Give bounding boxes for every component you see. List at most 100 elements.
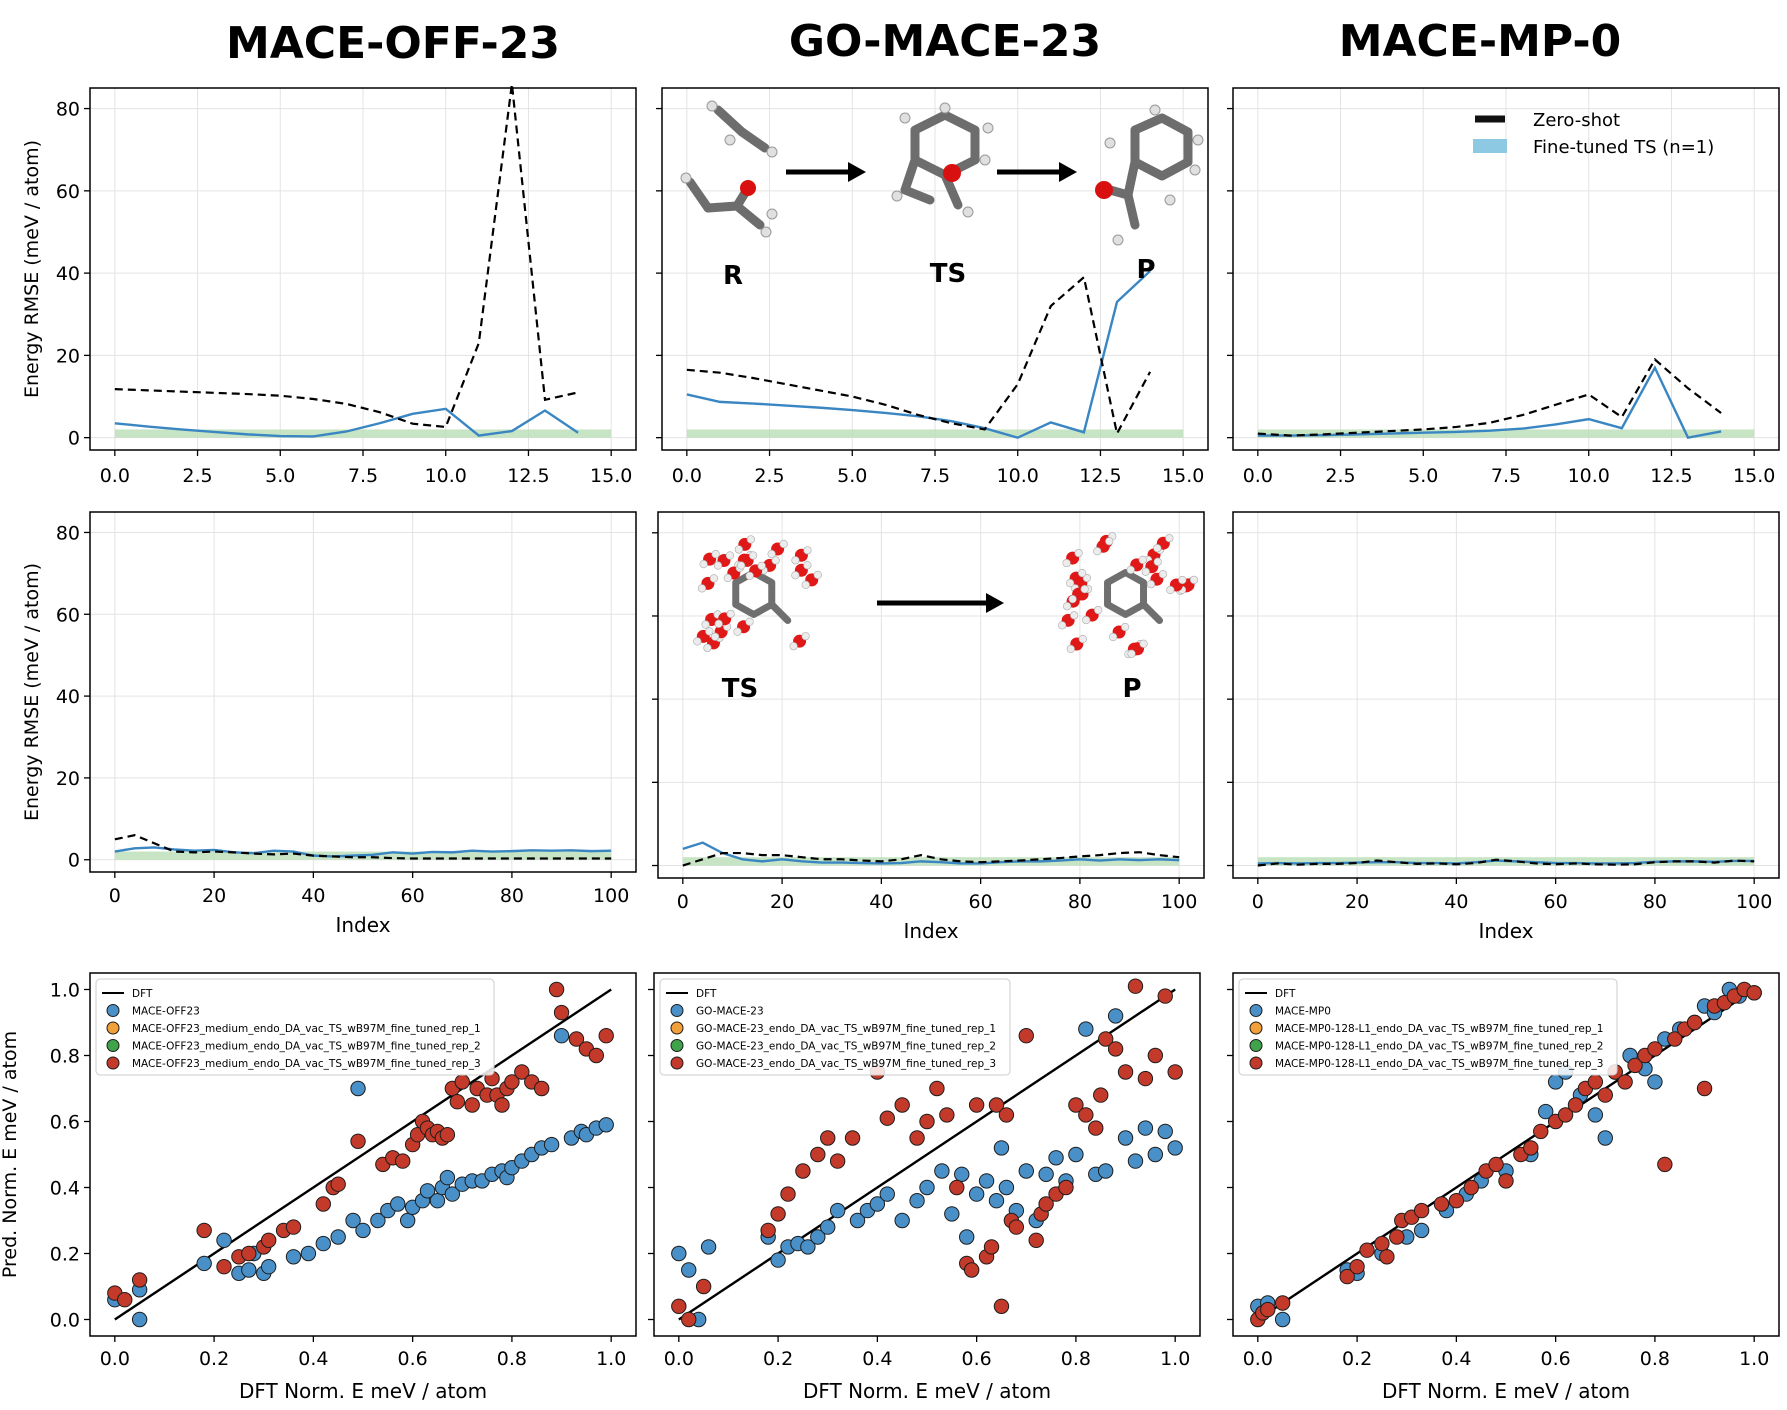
x-axis-label: Index xyxy=(335,913,390,937)
x-axis-label: Index xyxy=(1478,919,1533,943)
x-axis-label: DFT Norm. E meV / atom xyxy=(803,1379,1051,1403)
x-tick-label: 60 xyxy=(969,891,993,913)
series-zero-shot-line xyxy=(114,83,579,429)
scatter-point-base xyxy=(390,1196,406,1212)
y-tick-label: 40 xyxy=(56,263,80,285)
scatter-point-fine-tuned xyxy=(548,981,565,998)
legend-marker xyxy=(1249,1056,1263,1070)
scatter-legend: DFT MACE-MP0 MACE-MP0-128-L1_endo_DA_vac_T… xyxy=(1238,978,1618,1076)
scatter-point-base xyxy=(439,1169,456,1186)
water-hydrogen xyxy=(1062,558,1071,568)
legend-marker xyxy=(106,1056,120,1070)
scatter-point-base xyxy=(1097,1163,1114,1179)
scatter-point-fine-tuned xyxy=(1667,1031,1683,1047)
scatter-point-fine-tuned xyxy=(241,1245,257,1262)
scatter-point-fine-tuned xyxy=(285,1219,302,1235)
water-hydrogen xyxy=(1078,569,1087,578)
scatter-point-fine-tuned xyxy=(1746,985,1762,1001)
water-hydrogen xyxy=(1070,611,1079,620)
scatter-point-fine-tuned xyxy=(350,1133,366,1150)
scatter-point-fine-tuned xyxy=(315,1196,331,1212)
x-tick-label: 0.2 xyxy=(1342,1348,1372,1370)
x-tick-label: 12.5 xyxy=(1079,465,1121,487)
water-hydrogen xyxy=(1058,621,1067,630)
scatter-point-base xyxy=(829,1202,846,1219)
reaction-schematic-row2: TS P xyxy=(693,532,1199,704)
solvated-ts-image xyxy=(693,535,822,653)
x-axis-label: Index xyxy=(903,919,958,943)
scatter-point-fine-tuned xyxy=(919,1113,935,1130)
legend-entry: GO-MACE-23_endo_DA_vac_TS_wB97M_fine_tun… xyxy=(696,1023,996,1035)
scatter-point-fine-tuned xyxy=(949,1179,965,1196)
series-zero-shot-line xyxy=(114,834,612,860)
scatter-point-fine-tuned xyxy=(909,1130,925,1146)
x-tick-label: 60 xyxy=(1544,891,1568,913)
y-tick-label: 0.4 xyxy=(50,1178,80,1200)
scatter-panel-8: DFT MACE-MP0 MACE-MP0-128-L1_endo_DA_vac_T… xyxy=(1227,972,1780,1403)
scatter-point-fine-tuned xyxy=(1587,1074,1604,1090)
scatter-point-fine-tuned xyxy=(963,1262,980,1278)
solute-bond xyxy=(768,601,792,624)
scatter-point-base xyxy=(1647,1074,1663,1090)
water-hydrogen xyxy=(1166,585,1175,595)
water-hydrogen xyxy=(1074,548,1083,558)
scatter-point-fine-tuned xyxy=(760,1222,776,1239)
x-tick-label: 15.0 xyxy=(1733,465,1775,487)
x-tick-label: 7.5 xyxy=(920,465,950,487)
scatter-point-fine-tuned xyxy=(681,1311,697,1328)
scatter-point-base xyxy=(944,1206,960,1222)
legend-marker xyxy=(1249,1039,1263,1052)
scatter-point-base xyxy=(429,1193,446,1209)
legend-fine-tuned-label: Fine-tuned TS (n=1) xyxy=(1533,137,1714,158)
x-tick-label: 7.5 xyxy=(348,465,378,487)
solvated-p-image xyxy=(1058,532,1199,659)
x-tick-label: 5.0 xyxy=(265,465,295,487)
scatter-panel-7: DFT GO-MACE-23 GO-MACE-23_endo_DA_vac_TS_w… xyxy=(648,972,1201,1403)
scatter-point-base xyxy=(849,1212,866,1229)
scatter-point-fine-tuned xyxy=(1627,1057,1643,1074)
water-hydrogen xyxy=(1165,534,1174,543)
scatter-point-base xyxy=(869,1196,886,1212)
scatter-point-base xyxy=(1127,1153,1144,1169)
legend-entry: MACE-OFF23 xyxy=(132,1006,200,1018)
water-hydrogen xyxy=(726,609,735,618)
scatter-point-base xyxy=(909,1193,925,1209)
scatter-point-fine-tuned xyxy=(1097,1031,1114,1047)
x-tick-label: 80 xyxy=(500,885,524,907)
scatter-point-fine-tuned xyxy=(1349,1259,1365,1275)
scatter-point-fine-tuned xyxy=(1147,1047,1164,1064)
scatter-point-fine-tuned xyxy=(1167,1064,1183,1080)
series-fine-tuned-line xyxy=(1257,365,1722,440)
legend-entry: DFT xyxy=(1275,988,1296,1000)
y-tick-label: 60 xyxy=(56,604,80,626)
series-zero-shot-line xyxy=(1257,858,1755,867)
scatter-point-base xyxy=(350,1080,366,1097)
legend-entry: MACE-OFF23_medium_endo_DA_vac_TS_wB97M_f… xyxy=(132,1023,481,1035)
x-tick-label: 0.0 xyxy=(664,1348,694,1370)
scatter-point-fine-tuned xyxy=(1068,1097,1084,1113)
scatter-point-fine-tuned xyxy=(514,1064,530,1080)
legend-marker xyxy=(106,1004,120,1017)
scatter-point-fine-tuned xyxy=(1260,1301,1276,1318)
line-panel-3: 0 20 40 60 80 100 0 20 40 60 80 Energy RMSE (meV / … xyxy=(21,511,637,937)
scatter-point-base xyxy=(993,1140,1010,1156)
scatter-point-fine-tuned xyxy=(929,1080,945,1097)
legend-entry: MACE-MP0-128-L1_endo_DA_vac_TS_wB97M_fin… xyxy=(1275,1023,1603,1035)
scatter-point-base xyxy=(919,1179,935,1196)
scatter-point-base xyxy=(800,1239,816,1255)
molecule-ts-image xyxy=(891,102,994,218)
scatter-point-fine-tuned xyxy=(1389,1229,1405,1245)
scatter-point-fine-tuned xyxy=(1433,1196,1450,1212)
water-hydrogen xyxy=(699,560,708,569)
water-hydrogen xyxy=(813,570,822,579)
scatter-point-fine-tuned xyxy=(395,1153,411,1169)
water-hydrogen xyxy=(714,619,723,628)
scatter-point-base xyxy=(355,1222,371,1239)
solute-bond xyxy=(1140,601,1164,624)
series-zero-shot-line xyxy=(686,275,1152,437)
scatter-point-fine-tuned xyxy=(983,1239,1000,1255)
x-tick-label: 0.4 xyxy=(298,1348,328,1370)
scatter-point-base xyxy=(1117,1130,1134,1146)
scatter-point-fine-tuned xyxy=(568,1031,585,1047)
scatter-point-base xyxy=(543,1136,560,1153)
